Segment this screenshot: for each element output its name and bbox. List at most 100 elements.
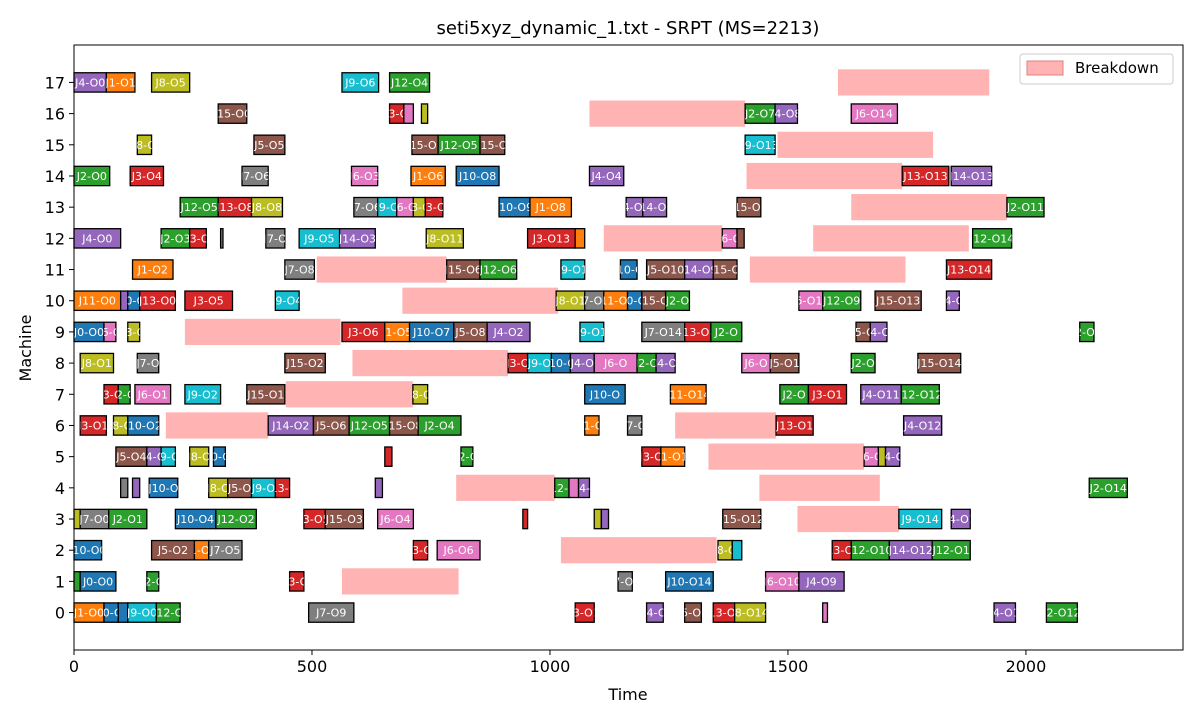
- operation-label: J9-O: [251, 482, 276, 495]
- y-tick-label: 9: [55, 323, 65, 342]
- operation-label: J12-O6: [479, 264, 517, 277]
- y-tick-label: 3: [55, 510, 65, 529]
- operation-bar: [993, 602, 1017, 623]
- operation-label: J5-O: [227, 482, 252, 495]
- operation-label: J10-O7: [412, 326, 450, 339]
- operation-label: J5-O: [851, 326, 876, 339]
- operation-bar: [79, 571, 117, 592]
- operation-label: J8-O8: [251, 201, 282, 214]
- operation-bar: [731, 539, 743, 561]
- operation-label: J7-O8: [284, 264, 315, 277]
- operation-label: J10-O14: [666, 575, 711, 588]
- operation-label: J15-O1: [246, 388, 284, 401]
- operation-bar: [246, 383, 286, 405]
- breakdown-bar: [285, 381, 413, 408]
- operation-bar: [877, 446, 887, 467]
- operation-bar: [645, 602, 664, 623]
- y-tick-label: 12: [45, 229, 65, 248]
- operation-bar: [148, 477, 179, 499]
- operation-label: J9-O14: [901, 513, 939, 526]
- y-tick-label: 7: [55, 385, 65, 404]
- operation-label: J9-O: [156, 451, 181, 464]
- operation-bar: [284, 259, 316, 280]
- operation-label: J0-O: [99, 607, 124, 620]
- operation-label: J8-O11: [425, 232, 463, 245]
- operation-label: J9-O5: [303, 232, 334, 245]
- operation-label: J3-O1: [569, 607, 600, 620]
- operation-bar: [189, 446, 210, 467]
- breakdown-bar: [184, 318, 341, 346]
- operation-label: J15-O: [638, 295, 670, 308]
- operation-bar: [901, 165, 950, 187]
- operation-label: J6-O14: [855, 108, 893, 121]
- operation-label: J3-O1: [77, 419, 108, 432]
- operation-bar: [384, 446, 393, 467]
- operation-bar: [950, 165, 993, 187]
- operation-bar: [655, 352, 676, 374]
- breakdown-bar: [746, 162, 903, 190]
- operation-label: J11-O14: [665, 388, 710, 401]
- operation-bar: [455, 165, 500, 187]
- operation-label: J6-O: [392, 201, 417, 214]
- operation-label: J4-O0: [81, 232, 112, 245]
- operation-label: J11-O1: [596, 295, 634, 308]
- operation-bar: [660, 446, 686, 467]
- x-tick-label: 500: [297, 657, 328, 676]
- operation-label: J3-O5: [299, 513, 330, 526]
- operation-bar: [884, 446, 901, 467]
- operation-bar: [798, 571, 845, 592]
- operation-label: J2-O: [782, 388, 807, 401]
- operation-label: J13-O13: [902, 170, 947, 183]
- operation-label: J9-O6: [344, 76, 375, 89]
- operation-bar: [850, 103, 899, 124]
- operation-label: J13-O1: [822, 544, 860, 557]
- breakdown-bar: [851, 194, 1007, 221]
- operation-bar: [529, 196, 573, 218]
- operation-label: J2-O7: [744, 108, 775, 121]
- operation-label: J2-O: [140, 575, 165, 588]
- operation-label: J4-O2: [492, 326, 523, 339]
- operation-label: J14-O: [568, 482, 600, 495]
- operation-bar: [950, 508, 971, 530]
- operation-bar: [131, 259, 174, 280]
- operation-label: J2-O4: [423, 419, 454, 432]
- operation-bar: [486, 321, 531, 343]
- operation-label: J4-O0: [74, 76, 105, 89]
- breakdown-bar: [708, 443, 865, 470]
- operation-bar: [1045, 602, 1078, 623]
- operation-label: J15-O13: [875, 295, 920, 308]
- operation-bar: [288, 571, 305, 592]
- operation-label: J2-O14: [1089, 482, 1127, 495]
- operation-label: J3-O: [99, 388, 124, 401]
- operation-label: J5-O6: [315, 419, 346, 432]
- operation-bar: [560, 259, 586, 280]
- operation-label: J5-O5: [253, 139, 284, 152]
- operation-label: J6-O10: [763, 575, 801, 588]
- operation-label: J4-O8: [770, 108, 801, 121]
- operation-bar: [265, 228, 286, 249]
- operation-label: J2-O3: [159, 232, 190, 245]
- operation-label: J10-O: [545, 357, 577, 370]
- operation-bar: [574, 602, 595, 623]
- chart-title: seti5xyz_dynamic_1.txt - SRPT (MS=2213): [437, 18, 820, 39]
- operation-label: J0-O0: [73, 326, 104, 339]
- operation-bar: [1079, 321, 1095, 343]
- operation-bar: [208, 539, 243, 561]
- y-tick-label: 8: [55, 354, 65, 373]
- operation-label: J7-O14: [644, 326, 682, 339]
- operation-label: J12-O5: [439, 139, 477, 152]
- operation-bar: [134, 383, 172, 405]
- operation-bar: [274, 290, 300, 312]
- operation-label: J4-O: [880, 451, 905, 464]
- operation-bar: [479, 134, 506, 156]
- operation-bar: [874, 290, 922, 312]
- operation-bar: [108, 508, 148, 530]
- y-tick-label: 0: [55, 604, 65, 623]
- operation-label: J4-O: [866, 326, 891, 339]
- operation-label: J2-O: [454, 451, 479, 464]
- breakdown-bar: [589, 100, 746, 127]
- operation-label: J15-O6: [444, 264, 482, 277]
- operation-bar: [412, 383, 429, 405]
- operation-bar: [341, 72, 380, 93]
- breakdown-bar: [749, 256, 906, 283]
